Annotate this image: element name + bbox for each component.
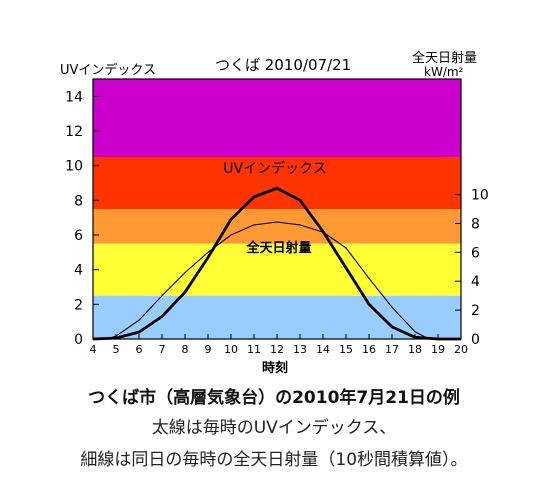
ticks: 4 5 6 7 8 9 10 11 12 13 14 15 16 17 18 19 20024681012140… [65,89,489,356]
y-right-tick-label: 4 [471,274,480,290]
x-tick-label: 18 [408,343,422,356]
x-tick-label: 4 [90,343,97,356]
x-tick-label: 19 [431,343,445,356]
radiation-line [106,221,430,340]
x-tick-label: 17 [385,343,399,356]
y-left-tick-label: 6 [74,228,83,244]
y-right-tick-label: 2 [471,303,480,319]
y-left-tick-label: 14 [65,89,83,105]
caption-line-thin: 細線は同日の毎時の全天日射量（10秒間積算値）。 [80,450,468,470]
y-right-tick-label: 6 [471,245,480,261]
uv-bands [93,79,461,339]
uv-band-2 [93,209,461,244]
y-right-tick-label: 10 [471,188,489,204]
uv-band-1 [93,243,461,296]
y-left-tick-label: 0 [74,332,83,348]
y-left-tick-label: 8 [74,193,83,209]
uv-chart: 4 5 6 7 8 9 10 11 12 13 14 15 16 17 18 19 20024681012140… [60,50,489,376]
x-tick-label: 14 [316,343,330,356]
x-tick-label: 9 [205,343,212,356]
x-tick-label: 10 [224,343,238,356]
y-left-tick-label: 4 [74,263,83,279]
caption-line-thick: 太線は毎時のUVインデックス、 [151,418,397,438]
x-tick-label: 15 [339,343,353,356]
x-tick-label: 20 [454,343,468,356]
y-left-tick-label: 2 [74,297,83,313]
chart-title: つくば 2010/07/21 [215,56,351,74]
right-axis-label: 全天日射量 [412,50,477,66]
x-tick-label: 16 [362,343,376,356]
x-tick-label: 5 [113,343,120,356]
x-tick-label: 11 [247,343,261,356]
series-label-uv: UVインデックス [223,160,326,177]
x-axis-label: 時刻 [262,360,288,376]
caption-title: つくば市（高層気象台）の2010年7月21日の例 [88,388,460,408]
y-left-tick-label: 12 [65,124,83,140]
y-right-tick-label: 8 [471,216,480,232]
y-left-tick-label: 10 [65,159,83,175]
series-label-radiation: 全天日射量 [245,240,311,256]
x-tick-label: 13 [293,343,307,356]
y-right-tick-label: 0 [471,332,480,348]
uv-index-line [92,186,461,341]
uv-band-3 [93,157,461,209]
right-axis-unit: kW/m² [424,65,464,79]
uv-band-4 [93,79,461,157]
left-axis-label: UVインデックス [60,62,156,78]
x-tick-label: 6 [136,343,143,356]
x-tick-label: 7 [159,343,166,356]
series-lines [92,186,461,341]
x-tick-label: 8 [182,343,189,356]
x-tick-label: 12 [270,343,284,356]
